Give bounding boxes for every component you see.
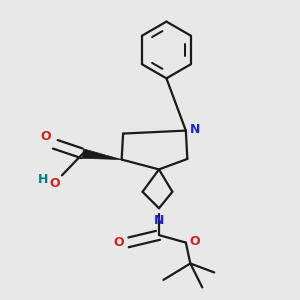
Text: O: O: [50, 177, 60, 190]
Text: O: O: [41, 130, 52, 142]
Text: N: N: [154, 214, 164, 227]
Text: O: O: [189, 235, 200, 248]
Text: N: N: [190, 123, 200, 136]
Text: O: O: [113, 236, 124, 249]
Polygon shape: [82, 149, 122, 160]
Text: H: H: [38, 173, 49, 186]
